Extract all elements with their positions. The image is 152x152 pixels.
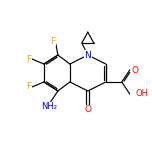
Text: F: F	[26, 55, 31, 64]
Text: O: O	[84, 105, 91, 114]
Text: F: F	[26, 83, 31, 92]
Text: N: N	[85, 51, 91, 60]
Text: NH₂: NH₂	[41, 102, 57, 111]
Text: F: F	[50, 37, 55, 46]
Text: O: O	[131, 66, 138, 74]
Text: OH: OH	[136, 90, 149, 98]
